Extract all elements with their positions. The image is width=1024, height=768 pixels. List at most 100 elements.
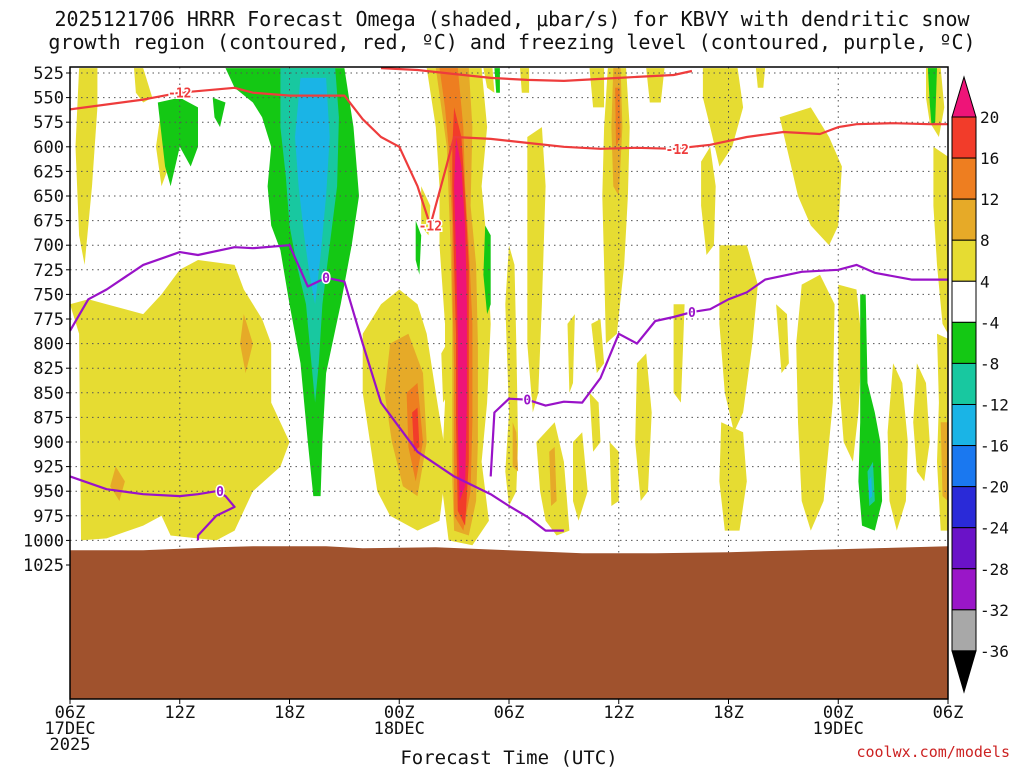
colorbar-label: -12 (980, 395, 1009, 414)
y-tick-label: 925 (33, 458, 64, 478)
omega-region-positive (940, 422, 948, 501)
y-tick-label: 650 (33, 187, 64, 207)
omega-region-positive (776, 304, 789, 374)
colorbar-label: 12 (980, 190, 999, 209)
y-tick-label: 850 (33, 384, 64, 404)
omega-region-negative (494, 68, 500, 93)
omega-region-positive (602, 68, 630, 344)
colorbar-label: 16 (980, 149, 999, 168)
y-tick-label: 975 (33, 507, 64, 527)
x-tick-label: 00Z (384, 703, 415, 723)
omega-region-negative (868, 476, 873, 500)
chart-title-line-1: 2025121706 HRRR Forecast Omega (shaded, … (54, 7, 970, 31)
y-tick-label: 525 (33, 64, 64, 84)
omega-region-positive (567, 314, 575, 393)
omega-region-positive (635, 353, 652, 501)
colorbar-swatch (951, 239, 977, 282)
omega-region-positive (838, 284, 862, 462)
colorbar-label: -16 (980, 437, 1009, 456)
y-tick-label: 900 (33, 433, 64, 453)
colorbar-label: 20 (980, 108, 999, 127)
contour-labels: -12 -12 -12 0 0 0 0 (167, 85, 698, 502)
colorbar-label: -28 (980, 560, 1009, 579)
colorbar-swatch (951, 157, 977, 200)
colorbar-label: -20 (980, 478, 1009, 497)
omega-region-negative (927, 68, 937, 126)
y-tick-label: 750 (33, 285, 64, 305)
omega-region-negative (858, 294, 883, 531)
omega-shading (70, 68, 948, 546)
y-tick-label: 825 (33, 359, 64, 379)
contour-line (70, 244, 564, 532)
contour-label: -12 (666, 143, 689, 158)
x-tick-label: 06Z (494, 703, 525, 723)
colorbar-swatch (951, 568, 977, 611)
contour-label: 0 (688, 306, 696, 321)
contour-lines (70, 67, 948, 541)
colorbar-swatch (951, 321, 977, 364)
y-tick-label: 875 (33, 408, 64, 428)
x-tick-label: 18Z (274, 703, 305, 723)
x-tick-label: 00Z (823, 703, 854, 723)
omega-region-negative (157, 97, 198, 187)
omega-region-positive (70, 260, 290, 541)
omega-region-positive (589, 392, 601, 452)
colorbar-swatch (951, 116, 977, 159)
omega-region-positive (591, 319, 605, 374)
omega-region-positive (673, 304, 685, 403)
omega-region-positive (527, 127, 546, 413)
colorbar-label: -36 (980, 642, 1009, 661)
omega-region-negative (483, 225, 491, 315)
y-tick-label: 775 (33, 310, 64, 330)
x-tick-label: 18Z (713, 703, 744, 723)
y-tick-label: 800 (33, 335, 64, 355)
y-tick-label: 1025 (23, 556, 64, 576)
omega-region-positive (412, 407, 420, 452)
x-tick-label: 06Z (55, 703, 86, 723)
colorbar-swatch (951, 362, 977, 405)
x-tick-label: 12Z (603, 703, 634, 723)
omega-region-positive (913, 363, 930, 482)
omega-region-positive (779, 107, 842, 246)
contour-label: -12 (168, 87, 191, 102)
omega-region-positive (701, 146, 716, 255)
y-tick-label: 625 (33, 162, 64, 182)
y-tick-label: 675 (33, 212, 64, 232)
omega-region-positive (110, 466, 125, 501)
colorbar-swatch (951, 198, 977, 241)
y-tick-label: 700 (33, 236, 64, 256)
omega-region-positive (609, 442, 619, 506)
y-tick-label: 1000 (23, 531, 64, 551)
colorbar-swatch (951, 486, 977, 529)
colorbar-swatch (951, 75, 977, 118)
omega-region-positive (933, 146, 948, 334)
colorbar-label: 8 (980, 231, 990, 250)
x-tick-label: 06Z (933, 703, 964, 723)
y-tick-label: 575 (33, 113, 64, 133)
colorbar-label: -8 (980, 354, 999, 373)
omega-region-positive (702, 68, 744, 167)
omega-region-positive (755, 68, 766, 88)
x-tick-label: 18DEC (374, 719, 425, 739)
omega-region-positive (887, 363, 908, 531)
omega-region-positive (573, 432, 588, 521)
y-tick-label: 950 (33, 482, 64, 502)
omega-region-positive (719, 245, 758, 433)
omega-region-positive (483, 68, 495, 93)
colorbar-swatch (951, 527, 977, 570)
contour-label: 0 (216, 485, 224, 500)
colorbar-swatch (951, 445, 977, 488)
colorbar-swatch (951, 609, 977, 652)
contour-line (489, 263, 948, 477)
x-tick-label: 2025 (50, 735, 91, 755)
colorbar-label: -32 (980, 601, 1009, 620)
omega-region-positive (75, 68, 98, 265)
y-tick-label: 550 (33, 89, 64, 109)
y-tick-label: 725 (33, 261, 64, 281)
x-tick-label: 17DEC (44, 719, 95, 739)
omega-region-positive (719, 422, 747, 531)
x-tick-label: 19DEC (813, 719, 864, 739)
x-tick-label: 12Z (164, 703, 195, 723)
